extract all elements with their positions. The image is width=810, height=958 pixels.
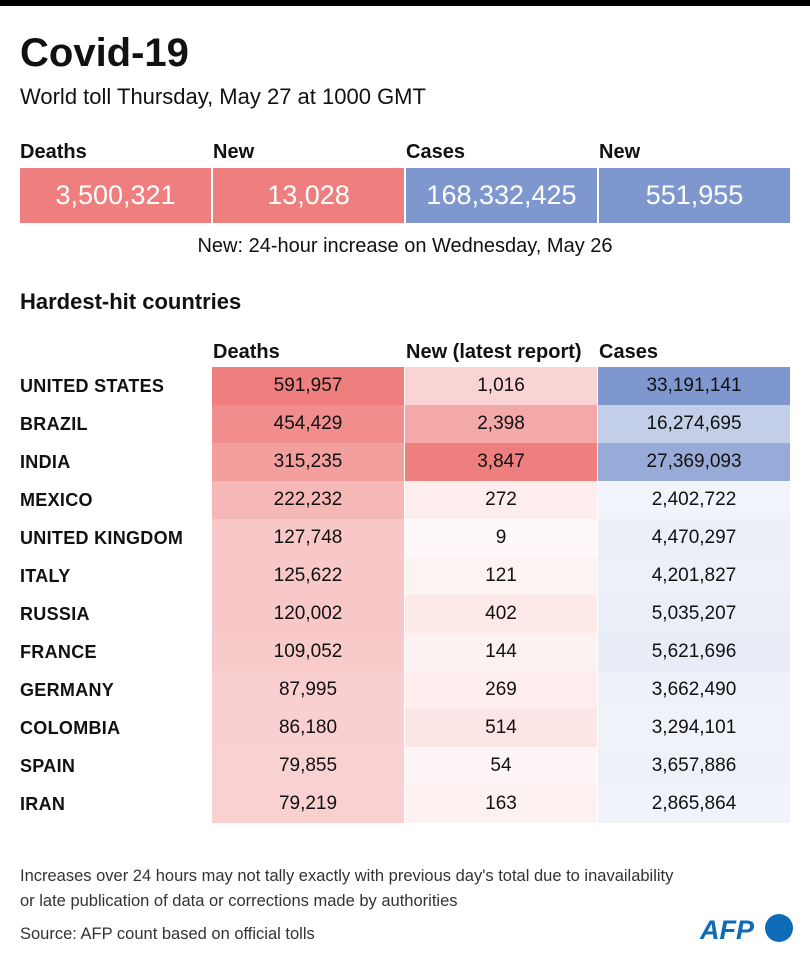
new-deaths-cell: 3,847 (405, 443, 597, 481)
summary-note: New: 24-hour increase on Wednesday, May … (197, 235, 613, 257)
cases-cell: 27,369,093 (598, 443, 790, 481)
table-row: INDIA 315,235 3,847 27,369,093 (0, 443, 810, 481)
cases-cell: 16,274,695 (598, 405, 790, 443)
page-subtitle: World toll Thursday, May 27 at 1000 GMT (20, 84, 426, 109)
table-row: RUSSIA 120,002 402 5,035,207 (0, 595, 810, 633)
table-row: GERMANY 87,995 269 3,662,490 (0, 671, 810, 709)
table-row: SPAIN 79,855 54 3,657,886 (0, 747, 810, 785)
country-name: GERMANY (20, 680, 115, 700)
footnote-line-2: or late publication of data or correctio… (20, 892, 458, 910)
new-deaths-cell: 402 (405, 595, 597, 633)
new-deaths-cell: 272 (405, 481, 597, 519)
deaths-cell: 315,235 (212, 443, 404, 481)
table-row: IRAN 79,219 163 2,865,864 (0, 785, 810, 823)
afp-logo: AFP (700, 914, 793, 945)
new-deaths-cell: 2,398 (405, 405, 597, 443)
new-deaths-cell: 1,016 (405, 367, 597, 405)
new-deaths-cell: 269 (405, 671, 597, 709)
deaths-cell: 222,232 (212, 481, 404, 519)
summary-new-deaths-label: New (213, 141, 255, 163)
deaths-cell: 127,748 (212, 519, 404, 557)
new-deaths-cell: 514 (405, 709, 597, 747)
country-name: BRAZIL (20, 414, 88, 434)
deaths-cell: 79,219 (212, 785, 404, 823)
cases-cell: 4,470,297 (598, 519, 790, 557)
table-row: MEXICO 222,232 272 2,402,722 (0, 481, 810, 519)
page-title: Covid-19 (20, 31, 189, 75)
country-name: INDIA (20, 452, 71, 472)
summary-deaths-label: Deaths (20, 141, 87, 163)
country-name: UNITED STATES (20, 376, 165, 396)
top-rule (0, 0, 810, 6)
cases-cell: 2,402,722 (598, 481, 790, 519)
afp-logo-text: AFP (700, 915, 755, 945)
column-header-deaths: Deaths (213, 341, 280, 363)
cases-cell: 2,865,864 (598, 785, 790, 823)
summary-cases-value: 168,332,425 (406, 168, 597, 223)
deaths-cell: 79,855 (212, 747, 404, 785)
source-note: Source: AFP count based on official toll… (20, 925, 315, 943)
cases-cell: 3,657,886 (598, 747, 790, 785)
deaths-cell: 591,957 (212, 367, 404, 405)
cases-cell: 3,294,101 (598, 709, 790, 747)
country-name: SPAIN (20, 756, 76, 776)
country-name: ITALY (20, 566, 71, 586)
new-deaths-cell: 9 (405, 519, 597, 557)
deaths-cell: 86,180 (212, 709, 404, 747)
deaths-cell: 125,622 (212, 557, 404, 595)
summary-cases-label: Cases (406, 141, 465, 163)
deaths-cell: 120,002 (212, 595, 404, 633)
summary-new-cases-label: New (599, 141, 641, 163)
table-row: ITALY 125,622 121 4,201,827 (0, 557, 810, 595)
column-header-new: New (latest report) (406, 341, 582, 363)
cases-cell: 33,191,141 (598, 367, 790, 405)
new-deaths-cell: 144 (405, 633, 597, 671)
table-row: COLOMBIA 86,180 514 3,294,101 (0, 709, 810, 747)
table-row: FRANCE 109,052 144 5,621,696 (0, 633, 810, 671)
cases-cell: 3,662,490 (598, 671, 790, 709)
new-deaths-cell: 54 (405, 747, 597, 785)
cases-cell: 5,035,207 (598, 595, 790, 633)
table-row: BRAZIL 454,429 2,398 16,274,695 (0, 405, 810, 443)
new-deaths-cell: 121 (405, 557, 597, 595)
summary-new-cases-value: 551,955 (599, 168, 790, 223)
table-row: UNITED STATES 591,957 1,016 33,191,141 (0, 367, 810, 405)
cases-cell: 4,201,827 (598, 557, 790, 595)
footnote-line-1: Increases over 24 hours may not tally ex… (20, 867, 674, 885)
cases-cell: 5,621,696 (598, 633, 790, 671)
country-name: COLOMBIA (20, 718, 121, 738)
afp-logo-dot (765, 914, 793, 942)
new-deaths-cell: 163 (405, 785, 597, 823)
column-header-cases: Cases (599, 341, 658, 363)
country-name: FRANCE (20, 642, 97, 662)
country-name: MEXICO (20, 490, 93, 510)
summary-deaths-value: 3,500,321 (20, 168, 211, 223)
country-name: IRAN (20, 794, 66, 814)
country-name: RUSSIA (20, 604, 90, 624)
deaths-cell: 109,052 (212, 633, 404, 671)
section-title: Hardest-hit countries (20, 289, 242, 314)
summary-new-deaths-value: 13,028 (213, 168, 404, 223)
table-row: UNITED KINGDOM 127,748 9 4,470,297 (0, 519, 810, 557)
deaths-cell: 454,429 (212, 405, 404, 443)
country-name: UNITED KINGDOM (20, 528, 184, 548)
deaths-cell: 87,995 (212, 671, 404, 709)
